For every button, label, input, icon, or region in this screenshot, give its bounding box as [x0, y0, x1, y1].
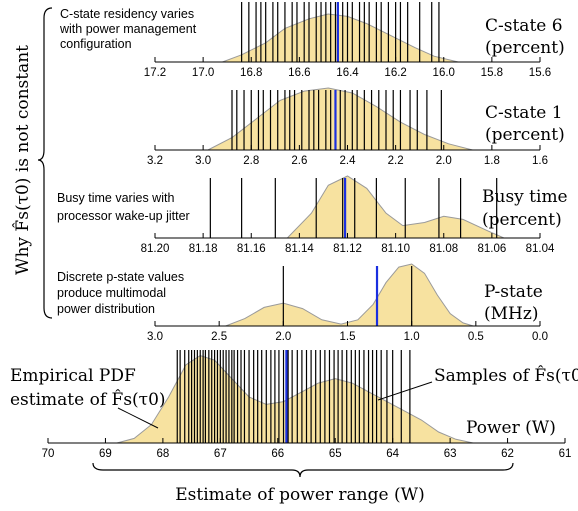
tick-label: 16.6: [288, 67, 310, 79]
tick-label: 0.5: [468, 331, 484, 343]
note-line: configuration: [60, 37, 132, 51]
bottom-brace: [92, 462, 514, 478]
note-line: produce multimodal: [57, 286, 166, 300]
panel-busytime: 81.20 81.18 81.16 81.14 81.12 81.10 81.08 81.06…: [57, 175, 568, 255]
note-left-pointer: [117, 407, 159, 429]
tick-label: 81.14: [285, 243, 314, 255]
tick-label: 3.0: [147, 331, 163, 343]
unit-label-2: (MHz): [484, 304, 538, 324]
tick-label: 16.2: [384, 67, 406, 79]
tick-label: 64: [386, 448, 399, 460]
samples: [209, 178, 498, 238]
note: Busy time varies with processor wake-up j…: [57, 191, 190, 223]
tick-label: 15.8: [481, 67, 503, 79]
unit-label-2: (percent): [482, 210, 562, 230]
tick-label: 15.6: [529, 67, 551, 79]
tick-label: 2.8: [243, 155, 259, 167]
note-line: Discrete p-state values: [57, 270, 184, 284]
ticks: 17.2 17.0 16.8 16.6 16.4 16.2 16.0 15.8 15.6: [144, 57, 551, 79]
tick-label: 81.18: [189, 243, 218, 255]
kde-path: [225, 263, 474, 327]
left-brace: [37, 7, 53, 319]
note-line: Busy time varies with: [57, 191, 174, 205]
tick-label: 2.2: [388, 155, 404, 167]
unit-label-2: (percent): [485, 125, 565, 145]
tick-label: 3.2: [147, 155, 163, 167]
tick-label: 81.16: [237, 243, 266, 255]
samples: [241, 2, 440, 62]
note-left-2: estimate of F̂s(τ0): [10, 390, 166, 410]
note-right: Samples of F̂s(τ0): [434, 366, 578, 386]
bottom-label: Estimate of power range (W): [175, 485, 424, 505]
tick-label: 68: [156, 448, 169, 460]
samples: [231, 90, 442, 150]
note: Discrete p-state values produce multimoda…: [57, 270, 184, 316]
samples: [282, 266, 413, 326]
tick-label: 67: [214, 448, 227, 460]
tick-label: 2.6: [291, 155, 307, 167]
note-right-pointer: [377, 381, 433, 401]
panel-cstate6: 17.2 17.0 16.8 16.6 16.4 16.2 16.0 15.8 15.6 C-s…: [59, 2, 565, 79]
note-line: power distribution: [57, 302, 155, 316]
tick-label: 70: [42, 448, 55, 460]
unit-label: Busy time: [482, 187, 568, 207]
tick-label: 16.4: [336, 67, 359, 79]
tick-label: 2.4: [340, 155, 357, 167]
note: C-state residency varies with power manag…: [59, 7, 197, 51]
tick-label: 1.0: [404, 331, 420, 343]
kde-area: [222, 13, 459, 63]
tick-label: 1.6: [532, 155, 548, 167]
panel-pstate: 3.0 2.5 2.0 1.5 1.0 0.5 0.0 P-state (MHz) Disc…: [57, 263, 548, 343]
ticks: 3.0 2.5 2.0 1.5 1.0 0.5 0.0: [147, 321, 548, 343]
tick-label: 62: [501, 448, 514, 460]
tick-label: 16.0: [433, 67, 455, 79]
kde-path: [222, 13, 459, 63]
tick-label: 81.10: [381, 243, 410, 255]
tick-label: 17.0: [192, 67, 214, 79]
kde-area: [286, 175, 505, 239]
panel-power: 70 69 68 67 66 65 64 63 62 61 Power (W) Empirical…: [10, 350, 578, 460]
samples: [176, 350, 411, 443]
tick-label: 81.20: [141, 243, 170, 255]
tick-label: 17.2: [144, 67, 166, 79]
tick-label: 61: [559, 448, 572, 460]
note-left: Empirical PDF: [10, 366, 136, 386]
tick-label: 16.8: [240, 67, 262, 79]
tick-label: 2.0: [275, 331, 291, 343]
tick-label: 3.0: [195, 155, 211, 167]
note-line: with power management: [59, 22, 197, 36]
tick-label: 1.8: [484, 155, 500, 167]
unit-label-2: (percent): [485, 38, 565, 58]
unit-label: C-state 1: [485, 103, 563, 123]
panel-cstate1: 3.2 3.0 2.8 2.6 2.4 2.2 2.0 1.8 1.6 C-state 1 (p…: [147, 87, 565, 167]
ticks: 70 69 68 67 66 65 64 63 62 61: [42, 438, 572, 460]
tick-label: 69: [99, 448, 112, 460]
kde-area: [225, 263, 474, 327]
ticks: 3.2 3.0 2.8 2.6 2.4 2.2 2.0 1.8 1.6: [147, 145, 548, 167]
tick-label: 66: [271, 448, 284, 460]
note-line: processor wake-up jitter: [57, 209, 190, 223]
tick-label: 65: [329, 448, 342, 460]
tick-label: 0.0: [532, 331, 548, 343]
unit-label: C-state 6: [485, 16, 563, 36]
kde-area: [116, 355, 474, 444]
left-label: Why F̂s(τ0) is not constant: [13, 45, 33, 275]
kde-path: [116, 355, 474, 444]
tick-label: 1.5: [340, 331, 356, 343]
unit-label: P-state: [484, 282, 543, 302]
tick-label: 2.5: [211, 331, 227, 343]
tick-label: 81.04: [526, 243, 555, 255]
tick-label: 81.06: [477, 243, 506, 255]
unit-label: Power (W): [466, 418, 556, 438]
tick-label: 81.08: [429, 243, 458, 255]
tick-label: 81.12: [333, 243, 362, 255]
kde-path: [286, 175, 505, 239]
tick-label: 2.0: [436, 155, 452, 167]
note-line: C-state residency varies: [60, 7, 194, 21]
tick-label: 63: [444, 448, 457, 460]
ticks: 81.20 81.18 81.16 81.14 81.12 81.10 81.08 81.06…: [141, 233, 555, 255]
